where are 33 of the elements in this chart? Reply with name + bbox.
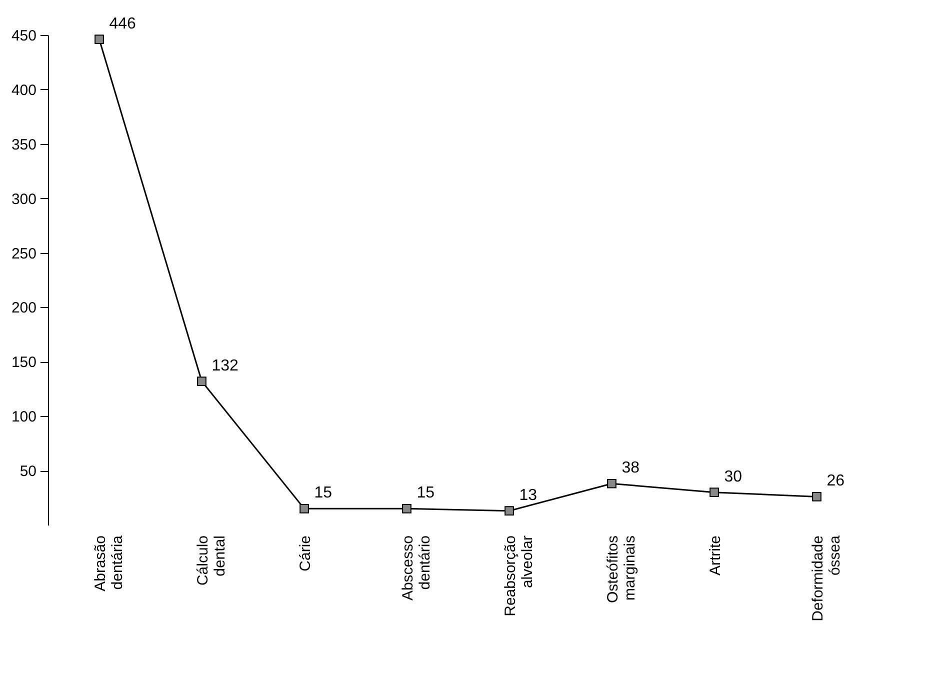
- point: [300, 504, 309, 514]
- point: [504, 506, 514, 516]
- data-label: 26: [826, 472, 845, 490]
- data-label: 446: [109, 15, 136, 32]
- x-tick-label: Cárie: [296, 536, 314, 572]
- y-tick-label: 200: [11, 300, 36, 317]
- y-tick-label: 400: [11, 82, 36, 99]
- y-tick-label: 450: [11, 28, 36, 44]
- x-tick-label: Reabsorção alveolar: [502, 535, 536, 616]
- x-tick-label: Artrite: [706, 536, 724, 576]
- point: [607, 478, 616, 488]
- y-tick-label: 300: [11, 190, 36, 208]
- data-label: 132: [212, 357, 239, 374]
- y-tick-label: 100: [11, 408, 36, 426]
- x-tick-label: Osteófitos marginais: [604, 536, 638, 604]
- data-label: 15: [314, 484, 332, 502]
- point: [94, 34, 104, 44]
- y-tick-label: 150: [11, 354, 36, 372]
- x-tick-label: Abscesso dentário: [399, 536, 434, 601]
- x-tick-label: Abrasão dentária: [92, 534, 126, 592]
- data-label: 13: [519, 486, 538, 504]
- point: [197, 376, 206, 386]
- y-tick-label: 250: [11, 245, 36, 262]
- y-tick-label: 350: [11, 136, 36, 154]
- point: [710, 488, 719, 498]
- y-tick-label: 50: [20, 463, 36, 480]
- x-tick-label: Cálculo dental: [194, 536, 228, 586]
- x-tick-label: Deformidade óssea: [809, 534, 844, 622]
- point: [812, 492, 822, 502]
- data-label: 30: [724, 468, 742, 486]
- data-label: 38: [622, 460, 640, 477]
- data-label: 15: [416, 484, 435, 502]
- point: [402, 504, 412, 514]
